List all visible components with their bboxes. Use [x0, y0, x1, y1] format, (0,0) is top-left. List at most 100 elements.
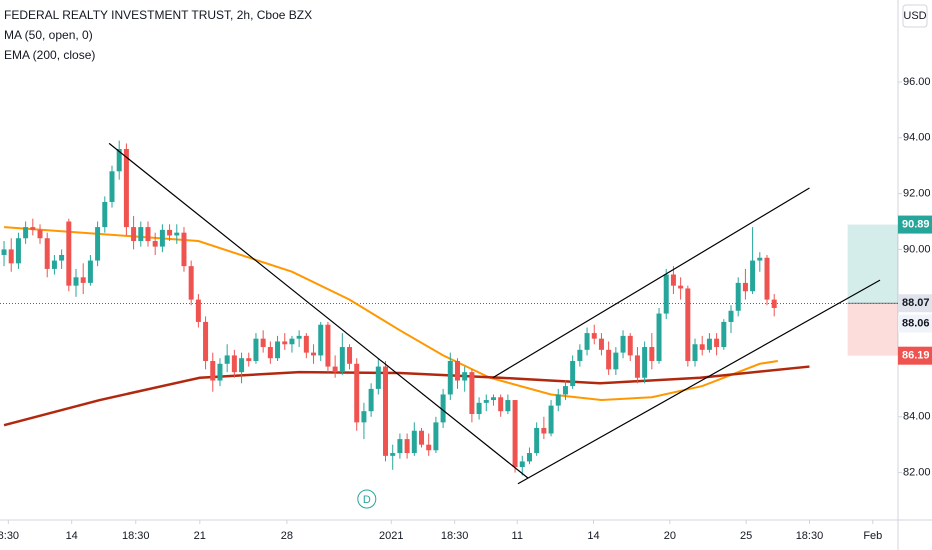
candle-body	[483, 400, 489, 403]
candle-body	[95, 227, 101, 261]
currency-box[interactable]	[902, 4, 928, 28]
candle-body	[555, 394, 561, 406]
currency: USD	[903, 10, 926, 22]
y-tick-label: 90.00	[903, 243, 931, 255]
candle-body	[73, 277, 79, 286]
candle-body	[570, 360, 576, 387]
price-label-bg	[898, 346, 932, 365]
candle-body	[656, 313, 662, 361]
legend-entry: MA (50, open, 0)	[4, 28, 93, 42]
candle-body	[721, 321, 727, 348]
price-label-bg	[898, 294, 932, 313]
candle-body	[735, 282, 741, 311]
candle-body	[562, 386, 568, 395]
candle-body	[426, 444, 432, 451]
candle-body	[663, 274, 669, 314]
candle-body	[742, 282, 748, 292]
candle-body	[275, 341, 281, 359]
candle-body	[678, 285, 684, 289]
candle-body	[512, 400, 518, 467]
candle-body	[505, 400, 511, 412]
candle-body	[476, 402, 482, 414]
price-label: 88.06	[902, 317, 930, 329]
candle-body	[167, 229, 173, 236]
y-tick-label: 82.00	[903, 466, 931, 478]
x-tick-label: 25	[740, 530, 752, 542]
candle-body	[159, 229, 165, 247]
candle-body	[51, 260, 57, 269]
candle-body	[217, 363, 223, 381]
candle-body	[339, 347, 345, 373]
candle-body	[433, 422, 439, 451]
price-label: 88.07	[902, 297, 930, 309]
candle-body	[102, 201, 108, 228]
candle-body	[303, 335, 309, 353]
candle-body	[318, 324, 324, 356]
candle-body	[375, 366, 381, 389]
candle-body	[670, 274, 676, 286]
candle-body	[606, 349, 612, 370]
y-tick-label: 96.00	[903, 76, 931, 88]
candle-body	[332, 366, 338, 373]
candle-body	[15, 238, 21, 264]
price-label: 90.89	[902, 218, 930, 230]
x-tick-label: 28	[281, 530, 293, 542]
chart-title: FEDERAL REALTY INVESTMENT TRUST, 2h, Cbo…	[4, 8, 312, 22]
x-tick-label: 14	[66, 530, 78, 542]
event-marker	[357, 489, 377, 509]
candle-body	[440, 394, 446, 423]
y-tick-label: 84.00	[903, 411, 931, 423]
candle-body	[598, 338, 604, 350]
candle-body	[685, 288, 691, 361]
candle-body	[311, 352, 317, 356]
legend-entry: EMA (200, close)	[4, 48, 95, 62]
candle-body	[519, 461, 525, 467]
candle-body	[447, 360, 453, 395]
candle-body	[613, 352, 619, 370]
candle-body	[325, 324, 331, 367]
candle-body	[203, 321, 209, 361]
candle-body	[404, 439, 410, 454]
candle-body	[296, 335, 302, 339]
candle-body	[267, 347, 273, 359]
candle-body	[138, 227, 144, 242]
candle-body	[728, 310, 734, 322]
candle-body	[699, 344, 705, 350]
y-tick-label: 92.00	[903, 188, 931, 200]
candle-body	[174, 232, 180, 236]
candle-body	[289, 338, 295, 345]
candle-body	[354, 363, 360, 423]
candle-body	[30, 227, 36, 230]
x-tick-label: 11	[512, 530, 523, 542]
candle-body	[80, 277, 86, 283]
candle-body	[123, 148, 129, 228]
candle-body	[282, 341, 288, 345]
candle-body	[195, 299, 201, 322]
candle-body	[692, 344, 698, 361]
candle-body	[210, 360, 216, 381]
candle-body	[750, 260, 756, 292]
candle-body	[231, 355, 237, 373]
candle-body	[152, 241, 158, 247]
candle-body	[188, 266, 194, 300]
candle-body	[260, 338, 266, 348]
candle-body	[419, 430, 425, 445]
candle-body	[757, 257, 763, 261]
x-tick-label: 18:30	[796, 530, 824, 542]
price-label: 86.19	[902, 350, 930, 362]
candle-body	[246, 358, 252, 361]
x-tick-label: 8:30	[0, 530, 19, 542]
price-label-bg	[898, 314, 932, 333]
candle-body	[347, 347, 353, 364]
candle-body	[411, 430, 417, 454]
candle-body	[8, 249, 14, 264]
candle-body	[1, 249, 7, 255]
candle-body	[706, 338, 712, 350]
candle-body	[577, 349, 583, 361]
y-tick-label: 94.00	[903, 132, 931, 144]
x-tick-label: 21	[194, 530, 206, 542]
event-label: D	[363, 494, 371, 506]
x-tick-label: 18:30	[122, 530, 150, 542]
